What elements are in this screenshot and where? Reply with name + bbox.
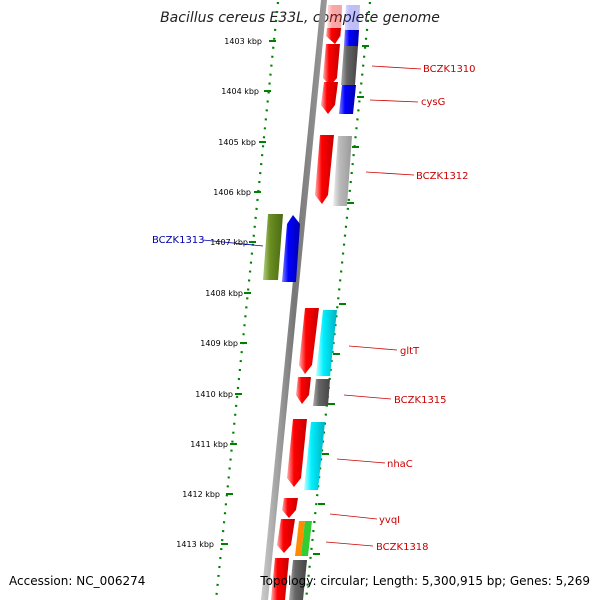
- gene-arrow: [299, 308, 319, 374]
- gene-block: [316, 310, 337, 376]
- gene-arrow: [326, 28, 341, 44]
- gene-label-bczk1310[interactable]: BCZK1310: [423, 64, 476, 75]
- gene-label-group: BCZK1310 cysG BCZK1312 gltT BCZK1315 nha…: [152, 64, 476, 553]
- kbp-label: 1405 kbp: [218, 138, 256, 147]
- kbp-label: 1410 kbp: [195, 390, 233, 399]
- leader-line: [325, 541, 374, 547]
- gene-arrow: [277, 519, 295, 553]
- gene-arrow: [287, 419, 307, 487]
- leader-line: [336, 458, 386, 464]
- gene-block: [313, 379, 330, 406]
- gene-block: [301, 521, 312, 556]
- leader-line: [329, 513, 378, 520]
- leader-line: [343, 394, 392, 400]
- kbp-label: 1411 kbp: [190, 440, 228, 449]
- gene-arrow: [321, 82, 338, 114]
- gene-label-nhac[interactable]: nhaC: [387, 459, 413, 470]
- gene-block: [333, 136, 352, 206]
- genome-backbone: [261, 0, 327, 600]
- gene-arrow: [282, 498, 298, 518]
- gene-label-bczk1318[interactable]: BCZK1318: [376, 542, 429, 553]
- leader-line: [202, 239, 264, 247]
- gene-label-gltt[interactable]: gltT: [400, 346, 420, 357]
- gene-features: [271, 5, 360, 600]
- gene-block: [295, 521, 305, 556]
- genome-summary: Topology: circular; Length: 5,300,915 bp…: [260, 574, 590, 588]
- gene-block: [304, 422, 325, 490]
- gene-arrow: [296, 377, 311, 404]
- accession-label: Accession: NC_006274: [9, 574, 146, 588]
- kbp-label: 1409 kbp: [200, 339, 238, 348]
- gene-block: [289, 560, 307, 600]
- kbp-label: 1406 kbp: [213, 188, 251, 197]
- gene-arrow: [315, 135, 334, 204]
- left-guide-line: [214, 1, 280, 600]
- kbp-label: 1403 kbp: [224, 37, 262, 46]
- kbp-label: 1412 kbp: [182, 490, 220, 499]
- gene-arrow: [323, 44, 340, 86]
- gene-block: [344, 30, 359, 46]
- map-title: Bacillus cereus E33L, complete genome: [160, 10, 440, 26]
- gene-label-bczk1312[interactable]: BCZK1312: [416, 171, 469, 182]
- kbp-axis: 1403 kbp 1404 kbp 1405 kbp 1406 kbp 1407…: [176, 37, 369, 555]
- kbp-label: 1413 kbp: [176, 540, 214, 549]
- leader-line: [348, 345, 398, 351]
- gene-block: [339, 85, 356, 114]
- gene-label-yvqi[interactable]: yvqI: [379, 515, 400, 526]
- kbp-label: 1408 kbp: [205, 289, 243, 298]
- gene-arrow: [282, 215, 300, 282]
- leader-line: [371, 65, 422, 70]
- kbp-label: 1404 kbp: [221, 87, 259, 96]
- right-guide-line: [304, 1, 372, 600]
- gene-block: [341, 46, 358, 85]
- left-gene-features: [263, 214, 300, 282]
- leader-line: [369, 99, 419, 103]
- gene-block: [263, 214, 283, 280]
- gene-arrow: [271, 558, 289, 600]
- gene-label-bczk1315[interactable]: BCZK1315: [394, 395, 447, 406]
- leader-line: [365, 171, 415, 176]
- gene-label-cysg[interactable]: cysG: [421, 97, 445, 108]
- gene-label-bczk1313[interactable]: BCZK1313: [152, 235, 205, 246]
